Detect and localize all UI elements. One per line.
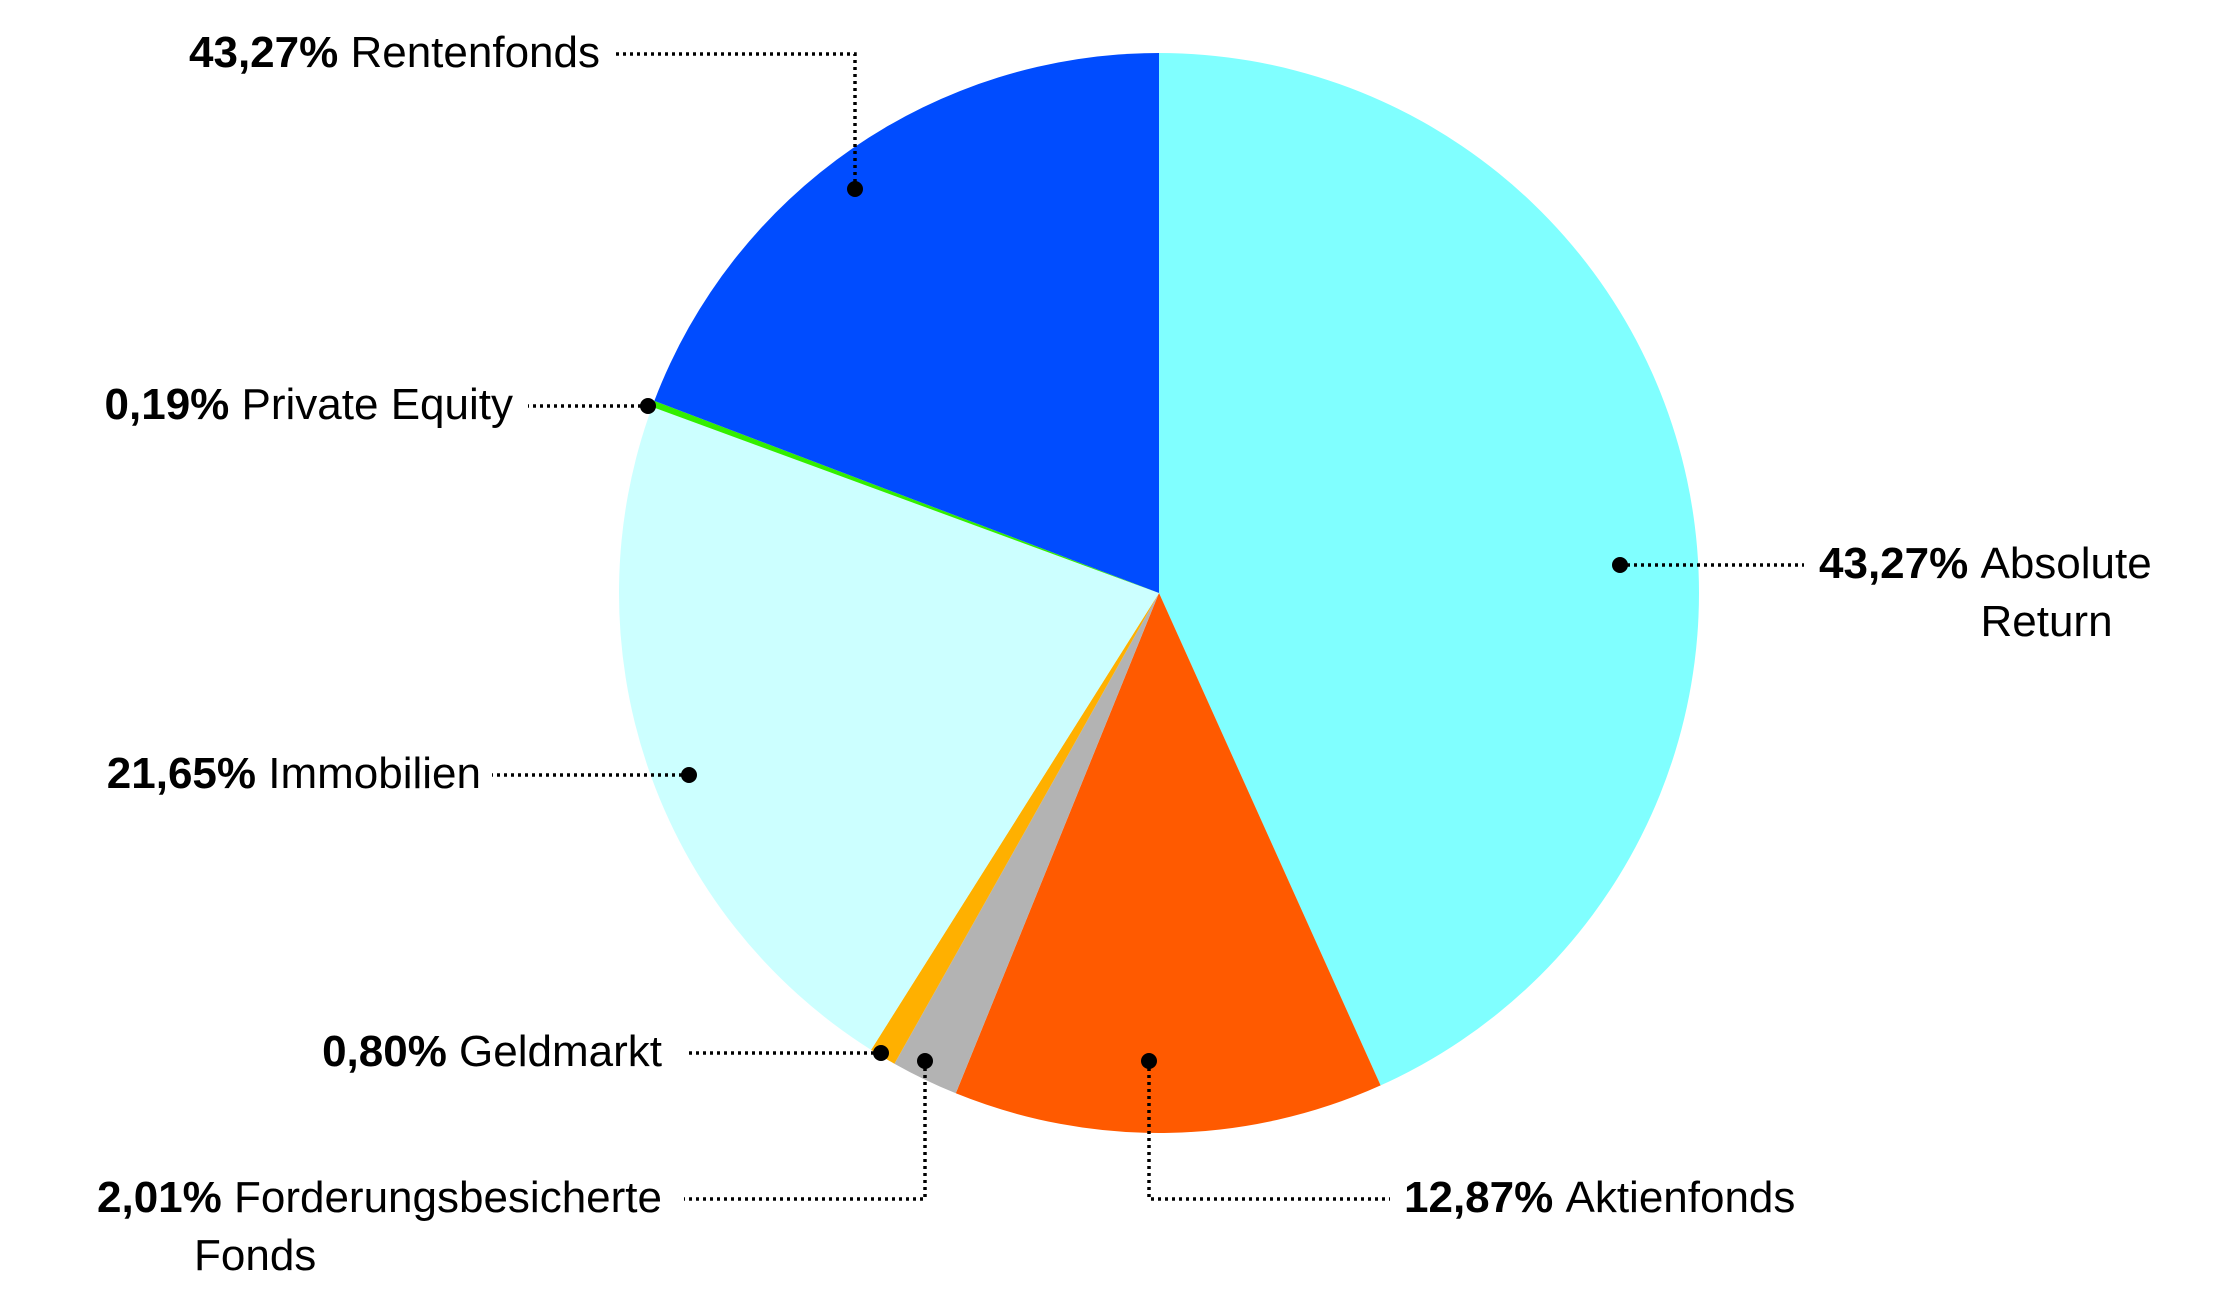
slice-name: Rentenfonds (350, 28, 600, 77)
slice-name-continued: Fonds (194, 1231, 316, 1280)
slice-label-geldmarkt: 0,80% Geldmarkt (322, 1027, 662, 1076)
pie-slice-forderungsbesicherte-fonds (894, 593, 1159, 1094)
slice-labels: 43,27% Absolute Return 12,87% Aktienfonds 2… (97, 28, 2152, 1280)
slice-percent: 43,27% (1819, 539, 1980, 588)
pie-slice-geldmarkt (871, 593, 1159, 1064)
slice-percent: 0,80% (322, 1027, 459, 1076)
leader-dot-geldmarkt (873, 1045, 889, 1061)
leader-line-rentenfonds (613, 52, 857, 189)
slice-label-immobilien: 21,65% Immobilien (107, 749, 481, 798)
leader-dot-absolute-return (1612, 557, 1628, 573)
slice-percent: 2,01% (97, 1173, 234, 1222)
leader-dot-rentenfonds (847, 181, 863, 197)
slice-label-forderungsbesicherte-fonds: 2,01% Forderungsbesicherte (97, 1173, 662, 1222)
slice-name-continued: Return (1980, 597, 2112, 646)
slice-name: Private Equity (242, 380, 513, 429)
pie-slice-rentenfonds (654, 53, 1159, 593)
slice-name: Forderungsbesicherte (234, 1173, 662, 1222)
pie-slice-absolute-return (1159, 53, 1700, 1086)
slice-percent: 12,87% (1404, 1173, 1565, 1222)
leader-dot-private-equity (640, 398, 656, 414)
slice-name: Aktienfonds (1565, 1173, 1795, 1222)
leader-line-forderungsbesicherte-fonds (684, 1061, 927, 1201)
leader-dot-forderungsbesicherte-fonds (917, 1053, 933, 1069)
slice-label-aktienfonds: 12,87% Aktienfonds (1404, 1173, 1795, 1222)
slice-percent: 0,19% (105, 380, 242, 429)
pie-slice-private-equity (652, 400, 1159, 593)
slice-label-absolute-return: 43,27% Absolute (1819, 539, 2152, 588)
leader-lines (492, 52, 1804, 1201)
slice-name: Immobilien (268, 749, 481, 798)
slice-percent: 21,65% (107, 749, 268, 798)
leader-dot-immobilien (681, 767, 697, 783)
slice-percent: 43,27% (189, 28, 350, 77)
slice-name: Geldmarkt (459, 1027, 662, 1076)
leader-dot-aktienfonds (1141, 1053, 1157, 1069)
slice-label-rentenfonds: 43,27% Rentenfonds (189, 28, 600, 77)
pie-slice-aktienfonds (955, 593, 1381, 1134)
slice-label-private-equity: 0,19% Private Equity (105, 380, 513, 429)
pie-slice-immobilien (618, 406, 1159, 1050)
slice-name: Absolute (1980, 539, 2151, 588)
pie-slices (618, 53, 1700, 1134)
